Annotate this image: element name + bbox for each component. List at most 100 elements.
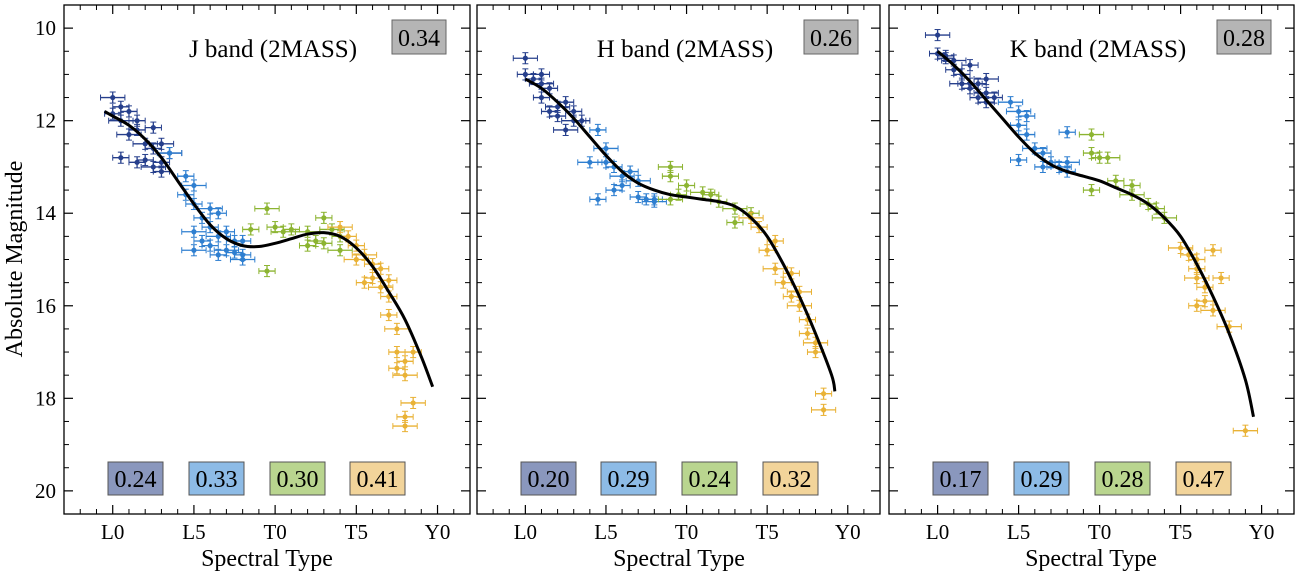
bin-rms-early-t: 0.24	[689, 467, 731, 493]
data-point	[726, 216, 744, 229]
x-tick-label: L0	[926, 520, 949, 544]
data-point	[355, 276, 374, 289]
data-point	[810, 403, 837, 416]
x-tick-label: Y0	[1249, 520, 1275, 544]
overall-rms-value: 0.26	[810, 26, 852, 52]
data-point	[1196, 281, 1214, 294]
fit-curve	[936, 50, 1255, 418]
data-point	[1034, 147, 1052, 160]
data-point	[969, 91, 987, 104]
overall-rms-box	[803, 19, 859, 55]
bin-box-late-t	[1175, 461, 1232, 496]
data-point	[327, 221, 353, 234]
bin-box-early-l	[107, 461, 164, 496]
overall-rms-box	[391, 19, 447, 55]
x-tick-label: T5	[755, 520, 778, 544]
data-point	[298, 239, 317, 252]
plot-frame	[476, 4, 881, 515]
data-point	[722, 202, 748, 215]
bin-rms-late-l: 0.33	[196, 467, 238, 493]
bin-box-early-t	[681, 461, 738, 496]
data-point	[201, 239, 219, 252]
data-point	[217, 225, 236, 238]
data-point	[1167, 241, 1194, 254]
data-point	[1188, 299, 1206, 312]
overall-rms-value: 0.28	[1223, 26, 1265, 52]
bin-box-late-t	[762, 461, 819, 496]
data-point	[1054, 156, 1080, 169]
data-point	[112, 151, 130, 164]
bin-rms-boxes: 0.20 0.29 0.24 0.32	[520, 461, 819, 496]
data-point	[1018, 128, 1036, 141]
x-tick-label: Y0	[835, 520, 861, 544]
data-point	[181, 244, 207, 257]
bin-rms-boxes: 0.24 0.33 0.30 0.41	[107, 461, 406, 496]
x-axis-label: Spectral Type	[613, 546, 745, 572]
data-point	[657, 193, 684, 206]
x-tick-label: T0	[675, 520, 698, 544]
panel-title: J band (2MASS)	[189, 36, 357, 63]
bin-rms-late-l: 0.29	[608, 467, 650, 493]
data-point	[392, 420, 418, 433]
data-point	[605, 184, 623, 197]
data-point	[641, 195, 667, 208]
data-point	[961, 59, 979, 72]
data-point	[266, 221, 284, 234]
bin-box-early-l	[520, 461, 577, 496]
data-point	[973, 72, 999, 86]
bin-box-late-l	[188, 461, 245, 496]
bin-box-early-l	[932, 461, 989, 496]
x-tick-label: T0	[1088, 520, 1111, 544]
data-point	[1204, 244, 1222, 257]
data-point	[1010, 119, 1028, 132]
fit-curve	[524, 77, 837, 392]
data-point	[339, 230, 357, 243]
x-axis-label: Spectral Type	[201, 546, 333, 572]
data-point	[629, 190, 647, 204]
data-point	[1200, 304, 1226, 317]
data-point	[120, 105, 138, 118]
data-point	[540, 105, 559, 118]
data-point	[327, 244, 353, 257]
data-point	[148, 137, 175, 150]
data-point	[786, 299, 812, 312]
data-point	[997, 96, 1024, 109]
y-tick-label: 10	[35, 16, 56, 40]
bin-rms-late-t: 0.41	[357, 467, 399, 493]
y-tick-label: 18	[35, 386, 56, 410]
bin-box-late-l	[1013, 461, 1070, 496]
data-point	[1184, 271, 1210, 285]
data-point	[181, 225, 207, 238]
data-point	[258, 265, 276, 278]
data-points	[924, 29, 1259, 437]
data-point	[209, 248, 227, 261]
data-point	[404, 345, 422, 359]
plot-frame	[63, 4, 471, 515]
data-point	[1212, 271, 1230, 285]
data-point	[532, 91, 551, 104]
data-point	[144, 121, 162, 134]
data-point	[128, 114, 146, 127]
data-point	[1010, 153, 1028, 167]
panel-title: K band (2MASS)	[1010, 36, 1186, 63]
data-point	[388, 362, 406, 375]
data-point	[282, 223, 300, 236]
data-point	[1058, 126, 1076, 139]
data-point	[593, 142, 619, 155]
x-tick-label: L0	[514, 520, 537, 544]
data-point	[532, 68, 551, 81]
panel-title: H band (2MASS)	[597, 36, 773, 63]
data-point	[924, 29, 951, 42]
data-point	[400, 396, 426, 409]
bin-rms-early-t: 0.28	[1102, 467, 1144, 493]
data-point	[1095, 151, 1121, 164]
data-point	[661, 170, 679, 183]
data-point	[270, 225, 296, 238]
y-tick-label: 12	[35, 109, 56, 133]
data-point	[815, 387, 833, 400]
fit-curve	[103, 110, 435, 388]
data-point	[577, 156, 603, 169]
bin-rms-boxes: 0.17 0.29 0.28 0.47	[932, 461, 1232, 496]
bin-rms-late-l: 0.29	[1021, 467, 1063, 493]
data-points	[100, 91, 426, 433]
